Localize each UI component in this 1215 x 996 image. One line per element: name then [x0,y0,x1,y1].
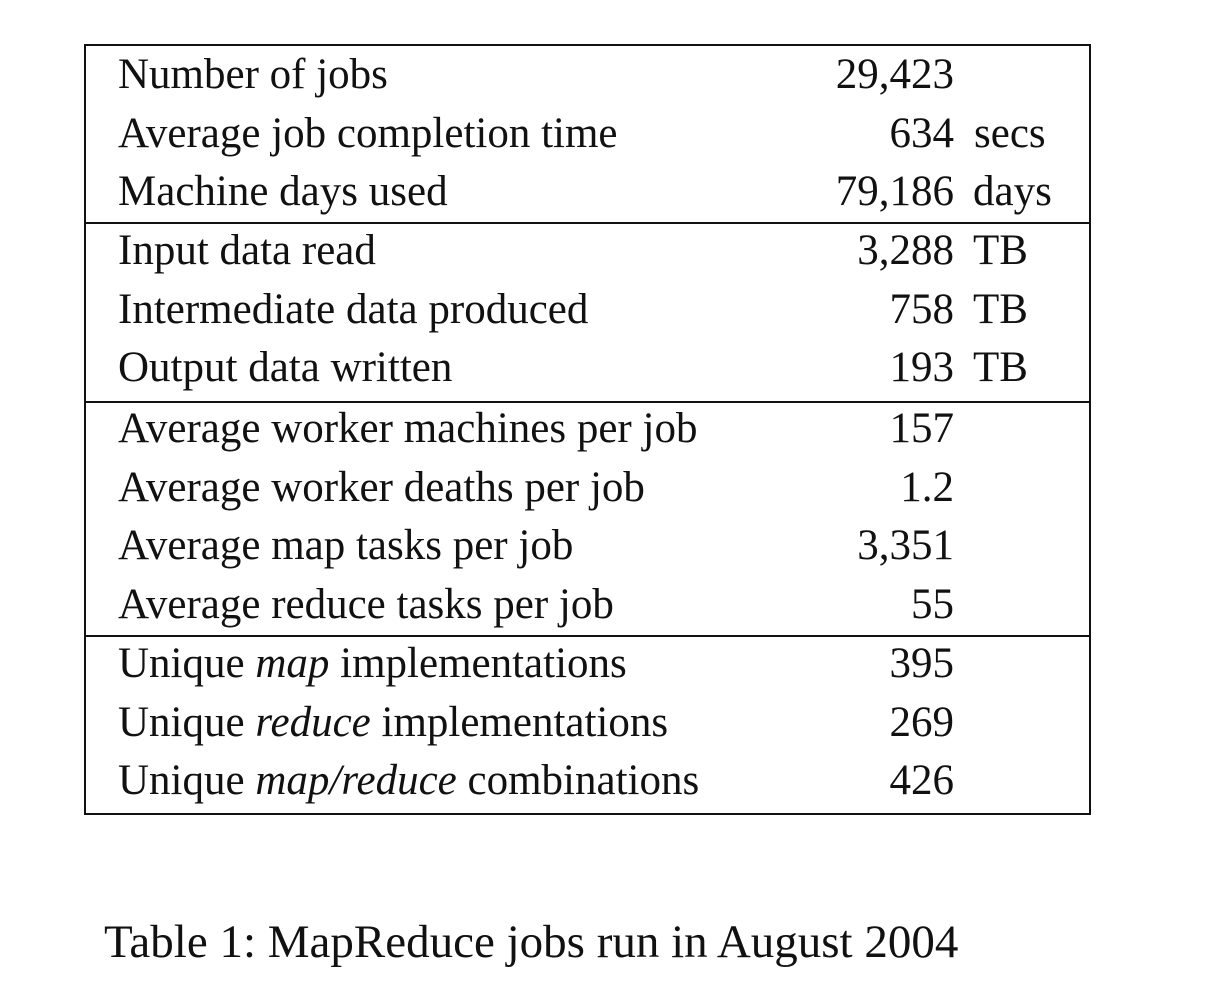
table-group-workers: Average worker machines per job 157 Aver… [86,401,1089,638]
row-label: Average job completion time [118,110,618,157]
row-label: Machine days used [118,168,448,215]
table-group-jobs: Number of jobs 29,423 Average job comple… [86,46,1089,224]
row-label: Unique reduce implementations [118,699,669,746]
table-row: Intermediate data produced 758 TB [86,281,1089,339]
row-value: 3,288 [857,227,954,274]
row-unit: TB [973,286,1028,333]
table-row: Average job completion time 634 secs [86,105,1089,163]
row-value: 55 [911,581,954,628]
row-label: Average map tasks per job [118,522,574,569]
row-value: 634 [889,110,955,157]
row-value: 269 [889,699,955,746]
row-label-emphasis: map/reduce [255,757,457,804]
table-row: Input data read 3,288 TB [86,222,1089,280]
row-label: Unique map implementations [118,640,627,687]
row-value: 193 [889,344,955,391]
table-caption: Table 1: MapReduce jobs run in August 20… [104,916,959,968]
table-row: Average map tasks per job 3,351 [86,517,1089,575]
row-label: Input data read [118,227,376,274]
table-row: Machine days used 79,186 days [86,163,1089,221]
row-label: Unique map/reduce combinations [118,757,700,804]
row-label: Number of jobs [118,51,388,98]
table-row: Average worker deaths per job 1.2 [86,459,1089,517]
row-label-emphasis: reduce [255,699,371,746]
row-label: Average worker machines per job [118,405,698,452]
table-group-implementations: Unique map implementations 395 Unique re… [86,635,1089,815]
row-value: 426 [889,757,955,804]
table-row: Average reduce tasks per job 55 [86,576,1089,634]
row-value: 157 [889,405,955,452]
row-unit: TB [973,227,1028,274]
table-row: Output data written 193 TB [86,339,1089,397]
row-label-emphasis: map [255,640,330,687]
table-row: Unique reduce implementations 269 [86,694,1089,752]
row-label: Average worker deaths per job [118,464,645,511]
table-group-data: Input data read 3,288 TB Intermediate da… [86,222,1089,402]
row-unit: secs [974,110,1046,157]
row-value: 395 [889,640,955,687]
row-unit: TB [973,344,1028,391]
row-value: 3,351 [857,522,954,569]
row-unit: days [973,168,1052,215]
row-value: 29,423 [835,51,954,98]
row-label: Average reduce tasks per job [118,581,614,628]
table-row: Unique map implementations 395 [86,635,1089,693]
table-row: Unique map/reduce combinations 426 [86,752,1089,810]
table-row: Number of jobs 29,423 [86,46,1089,104]
row-label: Intermediate data produced [118,286,589,333]
table-row: Average worker machines per job 157 [86,400,1089,458]
row-label: Output data written [118,344,453,391]
stats-table: Number of jobs 29,423 Average job comple… [84,44,1091,815]
row-value: 79,186 [835,168,954,215]
row-value: 758 [889,286,955,333]
row-value: 1.2 [900,464,954,511]
